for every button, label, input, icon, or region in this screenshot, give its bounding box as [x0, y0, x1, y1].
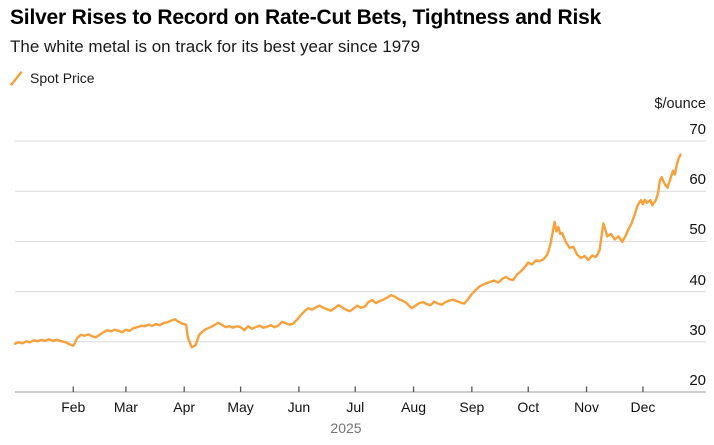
- x-tick-label-nov: Nov: [574, 399, 599, 415]
- chart-title: Silver Rises to Record on Rate-Cut Bets,…: [10, 6, 602, 29]
- y-tick-label-60: 60: [689, 171, 706, 189]
- y-tick-label-70: 70: [689, 121, 706, 138]
- x-tick-label-feb: Feb: [61, 399, 86, 415]
- y-tick-label-50: 50: [689, 221, 706, 239]
- y-tick-label-30: 30: [689, 321, 706, 339]
- x-tick-label-dec: Dec: [630, 399, 656, 415]
- x-tick-label-jul: Jul: [346, 399, 365, 415]
- spot-price-line-icon: [10, 70, 23, 86]
- y-tick-label-40: 40: [689, 271, 706, 289]
- legend-label: Spot Price: [30, 70, 95, 86]
- x-tick-label-mar: Mar: [113, 399, 138, 415]
- y-axis-unit-label: $/ounce: [654, 96, 706, 112]
- x-tick-label-jun: Jun: [287, 399, 311, 415]
- chart-subtitle: The white metal is on track for its best…: [10, 37, 421, 56]
- x-tick-label-sep: Sep: [459, 399, 485, 415]
- legend: Spot Price: [10, 70, 95, 86]
- x-tick-label-may: May: [227, 399, 254, 415]
- x-tick-label-apr: Apr: [173, 399, 196, 415]
- x-axis-year-label: 2025: [330, 420, 362, 436]
- y-tick-label-20: 20: [689, 372, 706, 389]
- spot-price-line: [13, 153, 682, 349]
- x-tick-label-aug: Aug: [401, 399, 426, 415]
- x-tick-label-oct: Oct: [517, 399, 540, 415]
